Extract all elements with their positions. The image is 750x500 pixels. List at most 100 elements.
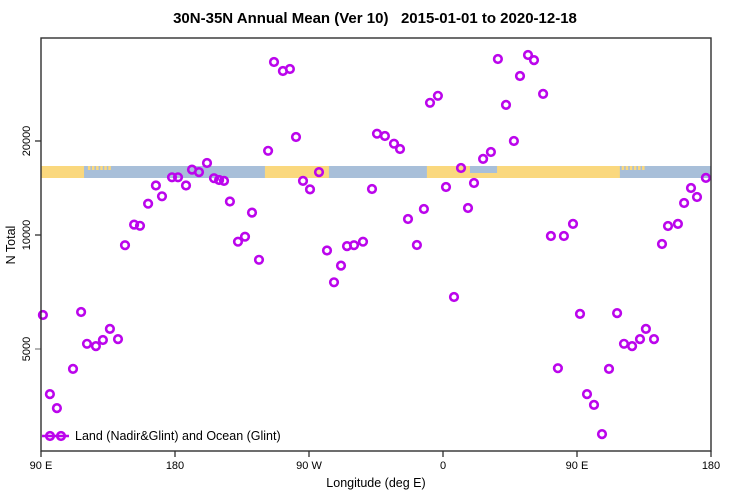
- data-point: [402, 213, 414, 225]
- data-point: [567, 218, 579, 229]
- map-strip-island: [104, 166, 107, 170]
- map-strip-land: [264, 166, 329, 178]
- x-axis-title: Longitude (deg E): [326, 476, 425, 490]
- x-tick-label: 90 E: [30, 460, 53, 472]
- data-point: [394, 143, 406, 155]
- data-point: [485, 146, 497, 158]
- data-point: [522, 49, 534, 61]
- data-point: [545, 230, 557, 242]
- map-strip-island: [91, 166, 95, 170]
- data-point: [418, 203, 430, 215]
- data-point: [656, 238, 668, 250]
- x-tick-label: 0: [440, 460, 446, 472]
- data-point: [462, 202, 474, 214]
- data-point: [172, 172, 184, 183]
- map-strip-island: [96, 166, 99, 170]
- map-strip-sea-notch: [469, 166, 498, 173]
- data-point: [634, 334, 646, 345]
- data-point: [685, 182, 697, 194]
- data-point: [81, 338, 93, 349]
- data-point: [44, 389, 56, 400]
- data-point: [508, 135, 520, 147]
- data-point: [321, 245, 333, 256]
- x-tick-label: 180: [166, 460, 184, 472]
- data-point: [129, 219, 140, 230]
- data-point: [691, 191, 703, 203]
- data-point: [366, 183, 378, 195]
- data-point: [514, 70, 526, 82]
- data-point: [528, 54, 540, 66]
- data-point: [357, 236, 369, 247]
- data-point: [500, 99, 512, 110]
- data-point: [468, 177, 480, 189]
- data-point: [90, 341, 101, 352]
- chart-title: 30N-35N Annual Mean (Ver 10) 2015-01-01 …: [173, 10, 577, 27]
- data-point: [440, 181, 452, 193]
- map-strip-island: [100, 166, 103, 170]
- data-point: [97, 334, 108, 346]
- y-tick-label: 10000: [21, 220, 33, 251]
- legend-label: Land (Nadir&Glint) and Ocean (Glint): [75, 429, 281, 443]
- data-point: [37, 309, 49, 321]
- legend: Land (Nadir&Glint) and Ocean (Glint): [42, 429, 281, 443]
- data-point: [574, 308, 586, 320]
- data-point: [492, 53, 504, 65]
- data-point: [313, 167, 325, 178]
- legend-circle-symbol: [44, 430, 56, 442]
- data-point: [67, 363, 79, 375]
- data-point: [388, 138, 400, 149]
- data-point: [290, 131, 302, 143]
- data-point: [371, 128, 383, 139]
- y-tick-label: 5000: [21, 337, 33, 361]
- data-point: [263, 145, 274, 156]
- data-point: [51, 403, 63, 414]
- data-point: [104, 323, 115, 335]
- axes-layer: 90 E 180 90 W 0 90 E 180 20000 10000 5000: [21, 126, 720, 472]
- data-point: [379, 130, 391, 142]
- data-point: [239, 231, 251, 242]
- plot-border: [40, 37, 712, 452]
- data-point: [478, 153, 489, 164]
- x-tick-label: 90 E: [566, 460, 589, 472]
- map-strip-island: [642, 166, 645, 170]
- data-point: [678, 197, 690, 209]
- data-point: [214, 174, 225, 186]
- data-point: [166, 172, 178, 183]
- data-point: [246, 207, 258, 218]
- data-point: [119, 240, 131, 251]
- data-point: [455, 162, 467, 174]
- data-point: [253, 254, 265, 265]
- y-axis-title: N Total: [4, 226, 18, 265]
- data-point: [424, 97, 436, 108]
- data-point: [648, 334, 660, 345]
- data-point: [328, 277, 340, 288]
- data-point: [150, 180, 161, 191]
- data-point: [304, 184, 316, 195]
- data-point: [208, 173, 220, 184]
- data-point: [448, 291, 460, 303]
- data-point: [672, 218, 684, 229]
- data-point: [432, 90, 444, 101]
- map-strip-island: [633, 166, 637, 170]
- map-strip-land: [426, 166, 620, 178]
- data-point: [156, 191, 168, 202]
- data-point: [662, 220, 674, 232]
- data-point: [112, 334, 124, 345]
- data-point: [537, 88, 549, 99]
- x-tick-label: 90 W: [296, 460, 322, 472]
- data-point: [618, 338, 630, 349]
- data-point: [611, 308, 623, 319]
- data-point: [581, 389, 593, 400]
- data-point: [335, 260, 347, 271]
- data-point: [268, 56, 280, 68]
- legend-circle-symbol: [55, 430, 67, 442]
- data-point: [134, 220, 146, 231]
- data-point: [588, 399, 600, 411]
- data-point: [596, 429, 608, 440]
- map-strip-island: [638, 166, 641, 170]
- map-strip-land: [41, 166, 85, 178]
- data-point: [218, 175, 230, 186]
- data-point: [180, 180, 192, 191]
